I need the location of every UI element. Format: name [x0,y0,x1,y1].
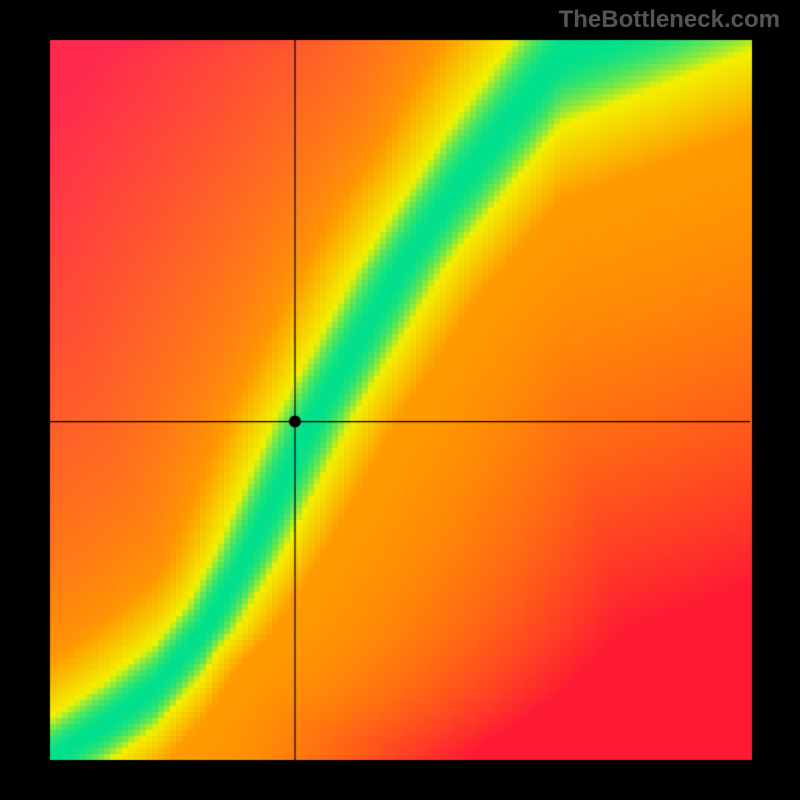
attribution-text: TheBottleneck.com [559,6,780,34]
figure-container: TheBottleneck.com [0,0,800,800]
heatmap-canvas [0,0,800,800]
